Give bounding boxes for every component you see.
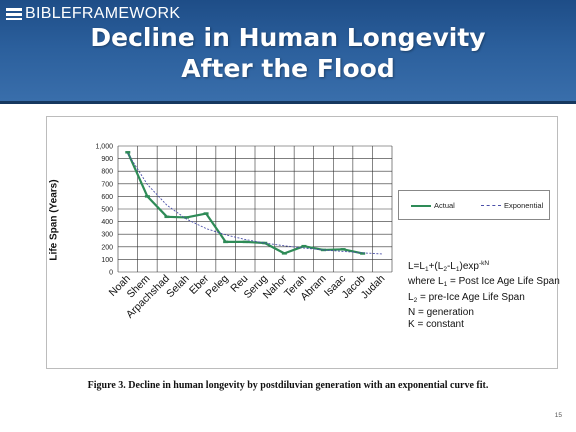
formula-line-3: L2 = pre-Ice Age Life Span [408, 291, 525, 304]
formula-annotation: L=L1+(L2-L1)exp-kN where L1 = Post Ice A… [408, 258, 560, 331]
y-axis-label-box: Life Span (Years) [44, 179, 64, 260]
chart-legend: Actual Exponential [398, 190, 550, 220]
formula-line-2: where L1 = Post Ice Age Life Span [408, 276, 560, 289]
legend-item-exponential: Exponential [481, 201, 543, 210]
page-number: 15 [554, 412, 562, 419]
header-banner: BIBLEFRAMEWORK Decline in Human Longevit… [0, 0, 576, 104]
formula-line-4: N = generation [408, 306, 474, 318]
legend-label-exponential: Exponential [504, 201, 544, 210]
title-line-2: After the Flood [181, 54, 395, 83]
page-title: Decline in Human Longevity After the Flo… [0, 22, 576, 84]
title-line-1: Decline in Human Longevity [90, 23, 486, 52]
y-axis-label: Life Span (Years) [48, 179, 60, 261]
figure-caption: Figure 3. Decline in human longevity by … [87, 380, 489, 391]
legend-label-actual: Actual [434, 201, 455, 210]
logo-text: BIBLEFRAMEWORK [25, 5, 181, 22]
logo: BIBLEFRAMEWORK [6, 5, 180, 23]
legend-swatch-exponential [481, 205, 501, 206]
legend-item-actual: Actual [411, 201, 455, 210]
logo-bars-icon [6, 8, 22, 20]
legend-swatch-actual [411, 204, 431, 207]
formula-line-5: K = constant [408, 319, 464, 331]
formula-line-1: L=L1+(L2-L1)exp-kN [408, 260, 490, 273]
